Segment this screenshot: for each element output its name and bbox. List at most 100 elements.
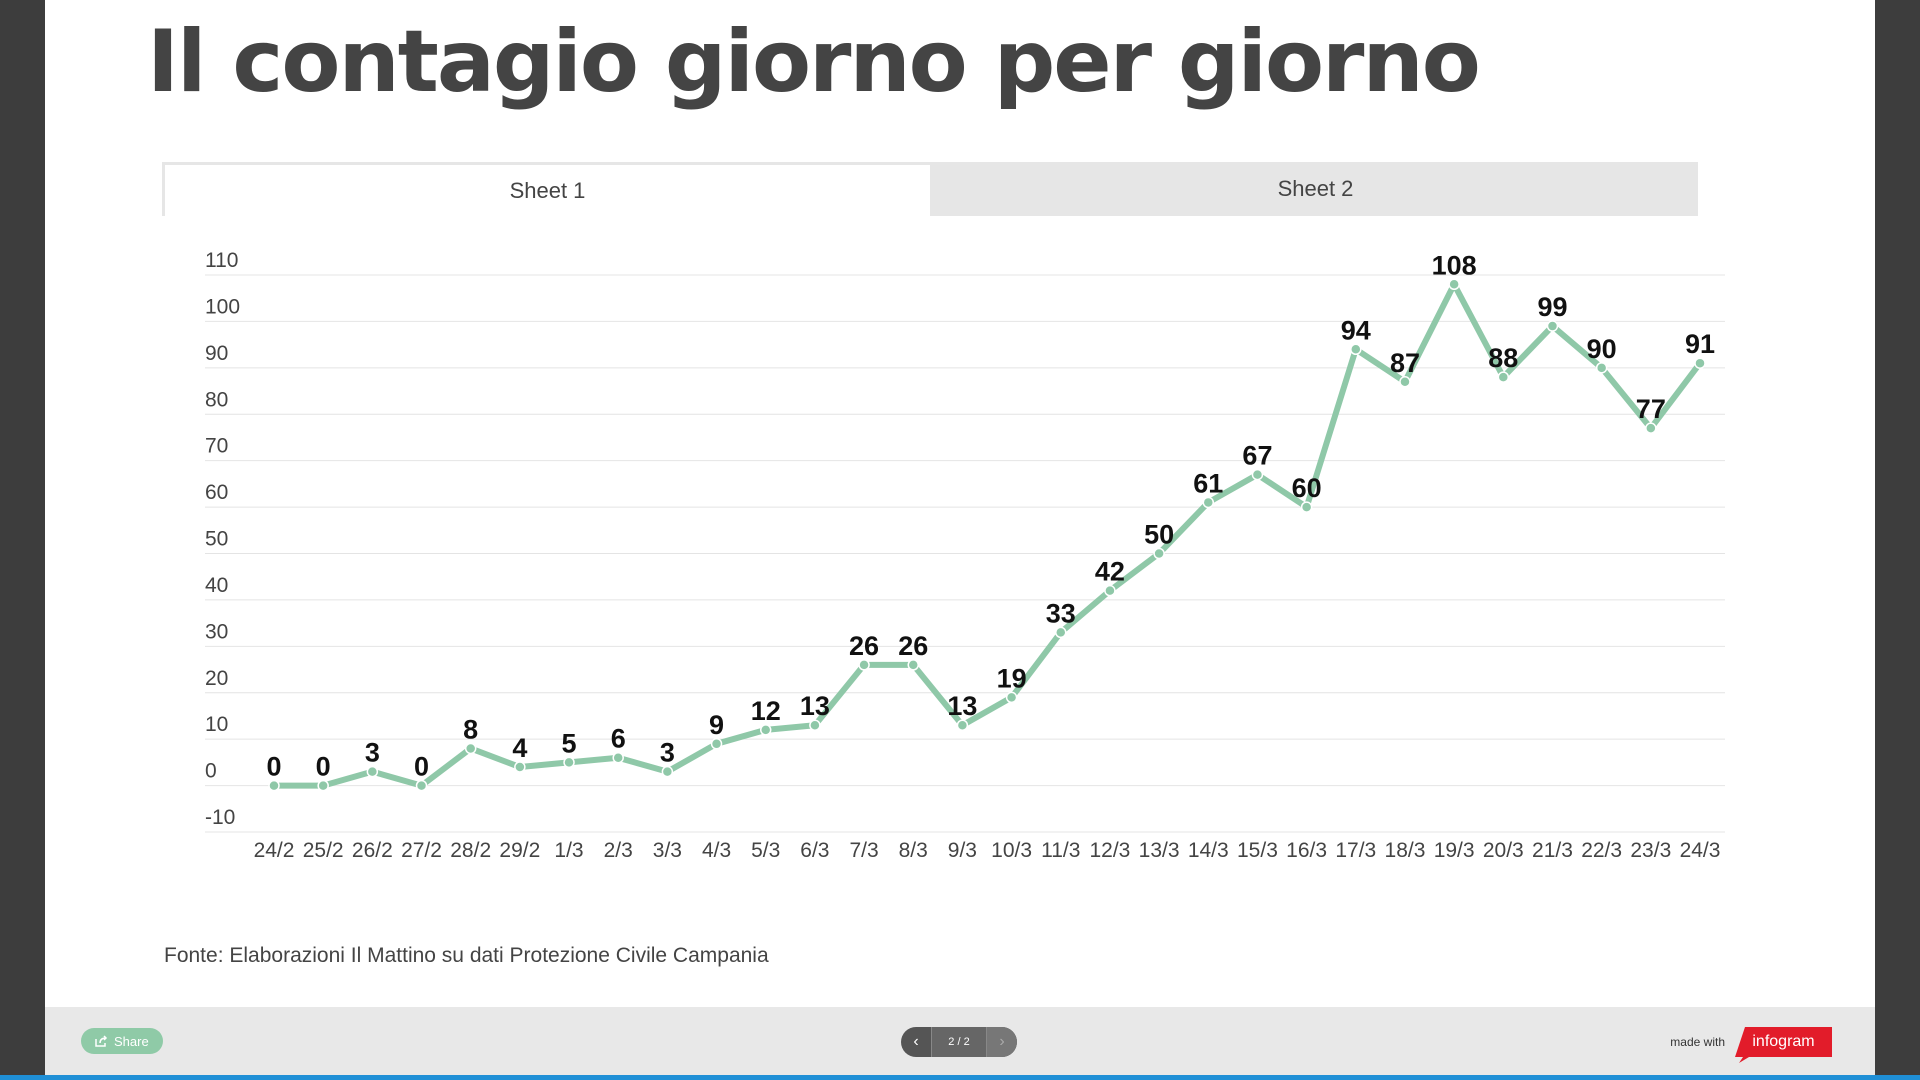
x-tick-label: 3/3 bbox=[653, 839, 682, 862]
source-note: Fonte: Elaborazioni Il Mattino su dati P… bbox=[164, 944, 769, 967]
data-point bbox=[1694, 357, 1706, 369]
data-point bbox=[710, 738, 723, 750]
data-label: 12 bbox=[751, 696, 781, 726]
data-point bbox=[858, 659, 870, 671]
x-tick-label: 20/3 bbox=[1483, 839, 1524, 862]
tab-sheet-2[interactable]: Sheet 2 bbox=[1277, 176, 1354, 201]
x-tick-label: 28/2 bbox=[450, 839, 491, 862]
data-point bbox=[1055, 626, 1067, 639]
x-tick-label: 8/3 bbox=[899, 839, 928, 862]
x-tick-label: 15/3 bbox=[1237, 839, 1278, 862]
y-tick-label: 20 bbox=[205, 667, 228, 690]
data-label: 99 bbox=[1537, 292, 1567, 322]
tab-sheet-1[interactable]: Sheet 1 bbox=[162, 162, 933, 216]
data-label: 13 bbox=[800, 691, 830, 721]
bottom-accent-line bbox=[0, 1075, 1920, 1080]
chevron-left-icon: ‹ bbox=[913, 1033, 919, 1050]
y-tick-label: 90 bbox=[205, 342, 228, 365]
y-tick-label: 110 bbox=[205, 249, 238, 272]
y-tick-label: 50 bbox=[205, 528, 228, 551]
made-with-label: made with bbox=[1670, 1035, 1725, 1049]
data-point bbox=[1104, 584, 1116, 597]
y-tick-label: 60 bbox=[205, 481, 228, 504]
data-label: 67 bbox=[1242, 441, 1272, 471]
x-tick-label: 24/2 bbox=[254, 839, 295, 862]
data-label: 77 bbox=[1636, 394, 1666, 424]
series-line bbox=[271, 281, 1703, 789]
pager: ‹ 2 / 2 › bbox=[901, 1027, 1017, 1057]
x-tick-label: 13/3 bbox=[1139, 839, 1180, 862]
data-point bbox=[1350, 343, 1362, 356]
share-label: Share bbox=[114, 1033, 149, 1049]
x-tick-label: 24/3 bbox=[1680, 839, 1721, 862]
data-point bbox=[317, 779, 329, 792]
data-label: 19 bbox=[997, 663, 1027, 693]
data-label: 60 bbox=[1292, 473, 1322, 503]
data-label: 87 bbox=[1390, 348, 1420, 378]
x-tick-label: 29/2 bbox=[499, 839, 540, 862]
data-label: 33 bbox=[1046, 598, 1076, 628]
x-tick-label: 18/3 bbox=[1385, 839, 1426, 862]
x-tick-label: 6/3 bbox=[800, 839, 829, 862]
y-tick-label: -10 bbox=[205, 806, 235, 829]
data-point bbox=[612, 751, 624, 764]
data-point bbox=[956, 719, 969, 731]
next-page-button[interactable]: › bbox=[987, 1027, 1017, 1057]
page-counter: 2 / 2 bbox=[931, 1027, 987, 1057]
data-point bbox=[907, 659, 919, 671]
y-tick-label: 100 bbox=[205, 295, 240, 318]
data-label: 91 bbox=[1685, 329, 1715, 359]
x-tick-label: 25/2 bbox=[303, 839, 344, 862]
data-point bbox=[268, 779, 280, 792]
data-label: 88 bbox=[1488, 343, 1518, 373]
data-label: 0 bbox=[266, 752, 281, 782]
x-tick-label: 5/3 bbox=[751, 839, 780, 862]
brand-label: infogram bbox=[1752, 1033, 1815, 1050]
data-label: 6 bbox=[611, 724, 626, 754]
data-label: 0 bbox=[414, 752, 429, 782]
x-tick-label: 19/3 bbox=[1434, 839, 1475, 862]
x-tick-label: 7/3 bbox=[849, 839, 878, 862]
data-label: 26 bbox=[898, 631, 928, 661]
data-point bbox=[1645, 422, 1657, 434]
data-point bbox=[1153, 547, 1165, 560]
y-tick-label: 80 bbox=[205, 388, 228, 411]
data-point bbox=[759, 724, 772, 736]
data-point bbox=[1595, 362, 1608, 374]
y-tick-label: 0 bbox=[205, 760, 217, 783]
data-label: 26 bbox=[849, 631, 879, 661]
data-label: 13 bbox=[947, 691, 977, 721]
data-point bbox=[1202, 496, 1215, 509]
data-label: 90 bbox=[1587, 334, 1617, 364]
prev-page-button[interactable]: ‹ bbox=[901, 1027, 931, 1057]
x-tick-label: 2/3 bbox=[604, 839, 633, 862]
footer-bar: Share ‹ 2 / 2 › made with infogram bbox=[45, 1007, 1875, 1075]
data-point bbox=[415, 779, 428, 792]
data-point bbox=[464, 742, 477, 755]
data-label: 108 bbox=[1432, 250, 1477, 280]
data-label: 4 bbox=[512, 733, 527, 763]
data-point bbox=[1497, 371, 1510, 383]
x-tick-label: 16/3 bbox=[1286, 839, 1327, 862]
data-label: 0 bbox=[316, 752, 331, 782]
x-tick-label: 27/2 bbox=[401, 839, 442, 862]
data-label: 3 bbox=[365, 738, 380, 768]
data-point bbox=[809, 719, 821, 731]
line-chart: 1101009080706050403020100-10024/2025/232… bbox=[205, 249, 1725, 862]
x-tick-label: 26/2 bbox=[352, 839, 393, 862]
infogram-logo[interactable]: infogram bbox=[1735, 1027, 1832, 1063]
x-tick-label: 10/3 bbox=[991, 839, 1032, 862]
y-tick-label: 10 bbox=[205, 713, 228, 736]
y-tick-label: 30 bbox=[205, 620, 228, 643]
data-point bbox=[661, 765, 674, 778]
x-tick-label: 4/3 bbox=[702, 839, 731, 862]
chevron-right-icon: › bbox=[999, 1033, 1005, 1050]
data-label: 5 bbox=[562, 728, 577, 758]
data-point bbox=[1300, 501, 1313, 513]
data-label: 61 bbox=[1193, 468, 1223, 498]
page-title: Il contagio giorno per giorno bbox=[147, 12, 1481, 112]
data-label: 42 bbox=[1095, 557, 1125, 587]
data-point bbox=[1448, 278, 1460, 291]
share-button[interactable]: Share bbox=[81, 1028, 163, 1054]
x-tick-label: 23/3 bbox=[1630, 839, 1671, 862]
